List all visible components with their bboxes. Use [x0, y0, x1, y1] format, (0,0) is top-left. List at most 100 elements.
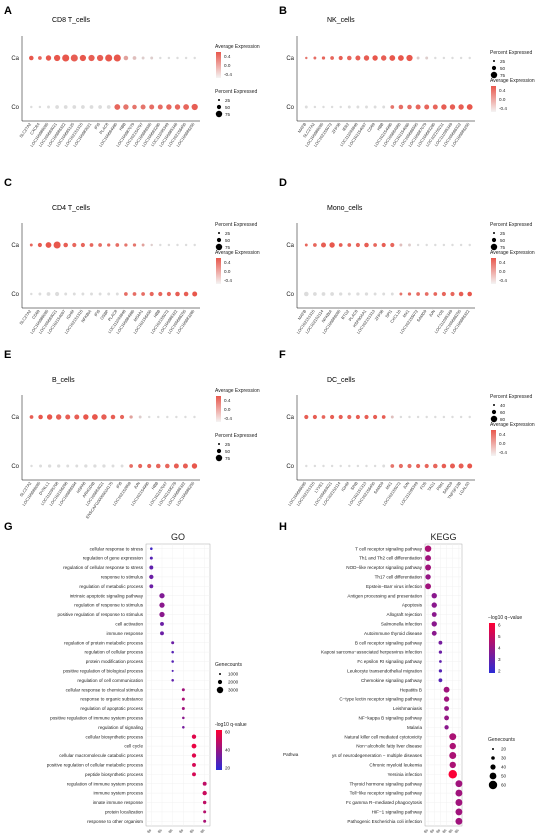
dot-ca [96, 54, 104, 62]
panel-label: C [4, 177, 12, 189]
x-tick-label: CD4+ cells [138, 828, 152, 833]
enrich-dot [444, 715, 450, 721]
term-label: regulation of gene expression [83, 556, 144, 561]
term-label: cellular macromolecule catabolic process [59, 753, 143, 758]
dot-co [192, 291, 198, 297]
term-label: Chemokine signaling pathway [361, 678, 423, 683]
legend-expr-tick: 0.4 [224, 398, 231, 403]
dot-co [330, 105, 334, 109]
x-tick-label: PIM1 [435, 480, 445, 491]
legend-pct-tick: 75 [500, 73, 506, 78]
dot-co [129, 464, 133, 468]
legend-color-tick: 5 [498, 634, 501, 639]
dot-ca [63, 242, 68, 248]
x-tick-label: LYVE1 [313, 480, 325, 493]
dot-ca [74, 414, 80, 420]
legend-pct-title: Percent Expressed [490, 50, 532, 56]
enrich-dot [444, 725, 449, 730]
dot-co [441, 291, 446, 297]
term-label: Thyroid hormone signaling pathway [349, 781, 422, 786]
term-label: Fc gamma R−mediated phagocytosis [346, 800, 423, 805]
dot-co [106, 105, 111, 109]
dot-co [93, 464, 97, 468]
row-label-co: Co [286, 292, 294, 298]
x-tick-label: FOS [436, 308, 445, 318]
term-label: regulation of cellular process [85, 650, 144, 655]
dot-ca [468, 415, 471, 419]
enrich-dot [191, 734, 197, 739]
dot-co [155, 463, 161, 469]
legend-pct-dot [493, 232, 495, 234]
term-label: protein modification process [86, 659, 144, 664]
legend-pct-tick: 75 [500, 245, 506, 250]
term-label: cellular response to chemical stimulus [66, 687, 144, 692]
legend-size-dot [488, 780, 498, 790]
x-tick-label: TAG1 [426, 480, 436, 492]
dot-ca [167, 243, 171, 247]
legend-pct-tick: 50 [500, 66, 506, 71]
dot-co [89, 105, 94, 109]
dot-ca [313, 243, 317, 247]
dot-co [304, 291, 309, 297]
term-label: Th1 and Th2 cell differentiation [359, 556, 422, 561]
dot-ca [468, 56, 471, 60]
enrich-dot [149, 584, 154, 589]
term-label: peptide biosynthetic process [85, 772, 144, 777]
enrich-dot [160, 621, 164, 626]
dot-co [72, 292, 76, 296]
dot-ca [98, 243, 102, 247]
legend-pct-dot [490, 71, 498, 79]
row-label-co: Co [11, 464, 19, 470]
term-label: Leukocyte transendothelial migration [347, 669, 422, 674]
dot-co [398, 104, 404, 110]
dot-co [382, 105, 386, 109]
dot-co [57, 464, 61, 468]
enrich-dot [438, 650, 443, 654]
legend-pct-tick: 50 [225, 449, 231, 454]
dot-ca [107, 243, 111, 247]
row-label-ca: Ca [11, 56, 19, 62]
enrich-dot [449, 733, 457, 741]
dot-co [64, 292, 68, 296]
legend-color-tick: 40 [225, 748, 231, 753]
dot-ca [372, 55, 378, 61]
dot-ca [347, 243, 352, 247]
term-label: Natural killer cell mediated cytotoxicit… [344, 734, 422, 739]
dot-co [107, 292, 111, 296]
dot-ca [132, 243, 137, 247]
dot-ca [434, 243, 437, 247]
dot-co [466, 104, 473, 110]
enrich-dot [455, 780, 463, 788]
dot-co [415, 104, 421, 110]
term-label: Th17 cell differentiation [375, 575, 423, 580]
x-tick-label: SPI1 [384, 308, 394, 319]
legend-pct-tick: 25 [500, 231, 506, 236]
dot-ca [80, 242, 85, 248]
x-tick-label: HBB [150, 480, 159, 490]
legend-pct-title: Percent Expressed [215, 433, 257, 439]
dot-co [339, 105, 342, 109]
dot-co [313, 105, 317, 109]
dot-ca [159, 56, 162, 60]
legend-size-tick: 2000 [228, 680, 239, 685]
legend-expr-tick: 0.0 [499, 441, 506, 446]
legend-expr-tick: 0.0 [224, 269, 231, 274]
panel-d: DMono_cellsCaCoMAFBLOC102151315LOC102152… [279, 177, 535, 335]
row-label-co: Co [11, 292, 19, 298]
term-label: cell activation [115, 622, 143, 627]
dot-ca [389, 55, 396, 61]
legend-pct-dot [491, 409, 497, 415]
legend-expr-bar [216, 396, 221, 422]
dot-co [39, 464, 43, 468]
dot-co [47, 464, 52, 468]
term-label: immune system process [93, 791, 143, 796]
term-label: protein localization [105, 810, 143, 815]
legend-color-title: -log10 q-value [215, 722, 247, 728]
term-label: ys of neurodegeneration − multiple disea… [332, 753, 423, 758]
dot-ca [381, 55, 387, 61]
dot-co [365, 105, 368, 109]
panel-title: KEGG [430, 532, 456, 542]
enrich-dot [439, 660, 442, 663]
dot-ca [65, 414, 71, 420]
enrich-dot [443, 686, 450, 693]
